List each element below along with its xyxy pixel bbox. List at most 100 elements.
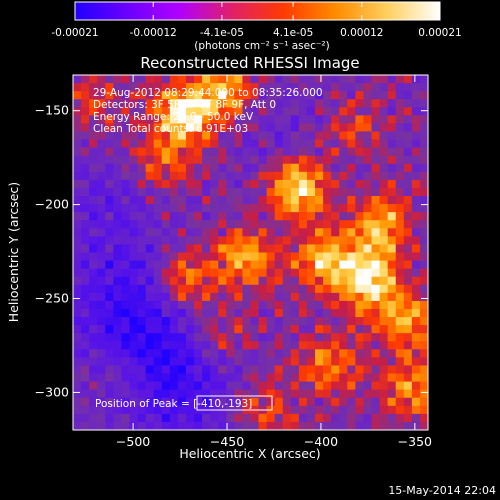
heatmap-cell — [331, 228, 340, 237]
heatmap-cell — [89, 357, 98, 367]
heatmap-cell — [371, 83, 381, 92]
heatmap-cell — [371, 252, 381, 262]
heatmap-cell — [137, 171, 147, 181]
heatmap-cell — [339, 75, 348, 84]
heatmap-cell — [395, 300, 405, 310]
heatmap-cell — [258, 220, 268, 229]
heatmap-cell — [290, 413, 300, 423]
heatmap-cell — [331, 99, 340, 108]
heatmap-cell — [145, 421, 155, 430]
heatmap-cell — [306, 139, 316, 149]
heatmap-cell — [323, 187, 332, 197]
heatmap-cell — [210, 389, 219, 399]
heatmap-cell — [355, 236, 365, 246]
heatmap-cell — [242, 252, 252, 262]
heatmap-cell — [177, 421, 187, 430]
heatmap-cell — [121, 252, 131, 262]
heatmap-cell — [387, 163, 397, 173]
heatmap-cell — [355, 252, 365, 262]
heatmap-cell — [379, 131, 389, 141]
heatmap-cell — [306, 308, 316, 318]
heatmap-cell — [347, 204, 356, 213]
heatmap-cell — [395, 236, 405, 246]
heatmap-cell — [169, 179, 179, 189]
heatmap-cell — [282, 147, 292, 157]
heatmap-cell — [73, 75, 82, 84]
heatmap-cell — [339, 99, 348, 108]
heatmap-cell — [177, 115, 187, 125]
heatmap-cell — [331, 349, 340, 358]
heatmap-cell — [266, 179, 276, 189]
heatmap-cell — [274, 131, 284, 141]
heatmap-cell — [113, 204, 123, 213]
y-tick-label: −200 — [35, 197, 69, 212]
heatmap-cell — [226, 123, 235, 133]
heatmap-cell — [185, 413, 195, 423]
heatmap-cell — [153, 107, 163, 116]
heatmap-cell — [234, 228, 244, 237]
heatmap-cell — [226, 252, 235, 262]
heatmap-cell — [169, 139, 179, 149]
heatmap-cell — [339, 107, 348, 116]
heatmap-cell — [210, 349, 219, 358]
heatmap-cell — [355, 75, 365, 84]
heatmap-cell — [194, 317, 203, 326]
heatmap-cell — [403, 373, 413, 383]
heatmap-cell — [250, 341, 260, 350]
heatmap-cell — [395, 260, 405, 270]
heatmap-cell — [234, 268, 244, 278]
heatmap-cell — [234, 155, 244, 165]
heatmap-cell — [403, 123, 413, 133]
heatmap-cell — [315, 333, 324, 342]
heatmap-cell — [258, 341, 268, 350]
heatmap-cell — [113, 357, 123, 367]
heatmap-cell — [274, 284, 284, 294]
heatmap-cell — [411, 252, 421, 262]
heatmap-cell — [323, 204, 332, 213]
heatmap-cell — [290, 405, 300, 415]
heatmap-cell — [137, 276, 147, 286]
heatmap-cell — [105, 333, 114, 342]
heatmap-cell — [145, 179, 155, 189]
heatmap-cell — [250, 131, 260, 141]
heatmap-cell — [234, 131, 244, 141]
heatmap-cell — [403, 220, 413, 229]
heatmap-cell — [387, 268, 397, 278]
heatmap-cell — [129, 276, 139, 286]
heatmap-cell — [323, 365, 332, 375]
heatmap-cell — [371, 131, 381, 141]
heatmap-cell — [355, 115, 365, 125]
heatmap-cell — [202, 107, 211, 116]
heatmap-cell — [169, 163, 179, 173]
heatmap-cell — [177, 187, 187, 197]
heatmap-cell — [282, 349, 292, 358]
heatmap-cell — [218, 333, 227, 342]
heatmap-cell — [73, 220, 82, 229]
heatmap-cell — [145, 212, 155, 221]
heatmap-cell — [250, 196, 260, 205]
heatmap-cell — [363, 220, 373, 229]
heatmap-cell — [298, 373, 308, 383]
heatmap-cell — [81, 244, 90, 254]
heatmap-cell — [218, 187, 227, 197]
heatmap-cell — [161, 284, 171, 294]
heatmap-cell — [97, 341, 106, 350]
heatmap-cell — [323, 147, 332, 157]
heatmap-cell — [298, 131, 308, 141]
heatmap-cell — [210, 212, 219, 221]
heatmap-cell — [266, 236, 276, 246]
heatmap-cell — [387, 308, 397, 318]
heatmap-cell — [266, 155, 276, 165]
heatmap-cell — [242, 397, 252, 407]
heatmap-cell — [347, 244, 356, 254]
heatmap-cell — [89, 75, 98, 84]
heatmap-cell — [371, 284, 381, 294]
heatmap-cell — [81, 163, 90, 173]
heatmap-cell — [234, 99, 244, 108]
heatmap-cell — [419, 244, 428, 254]
heatmap-cell — [113, 123, 123, 133]
heatmap-cell — [218, 139, 227, 149]
heatmap-cell — [234, 284, 244, 294]
heatmap-cell — [290, 91, 300, 100]
heatmap-cell — [363, 317, 373, 326]
